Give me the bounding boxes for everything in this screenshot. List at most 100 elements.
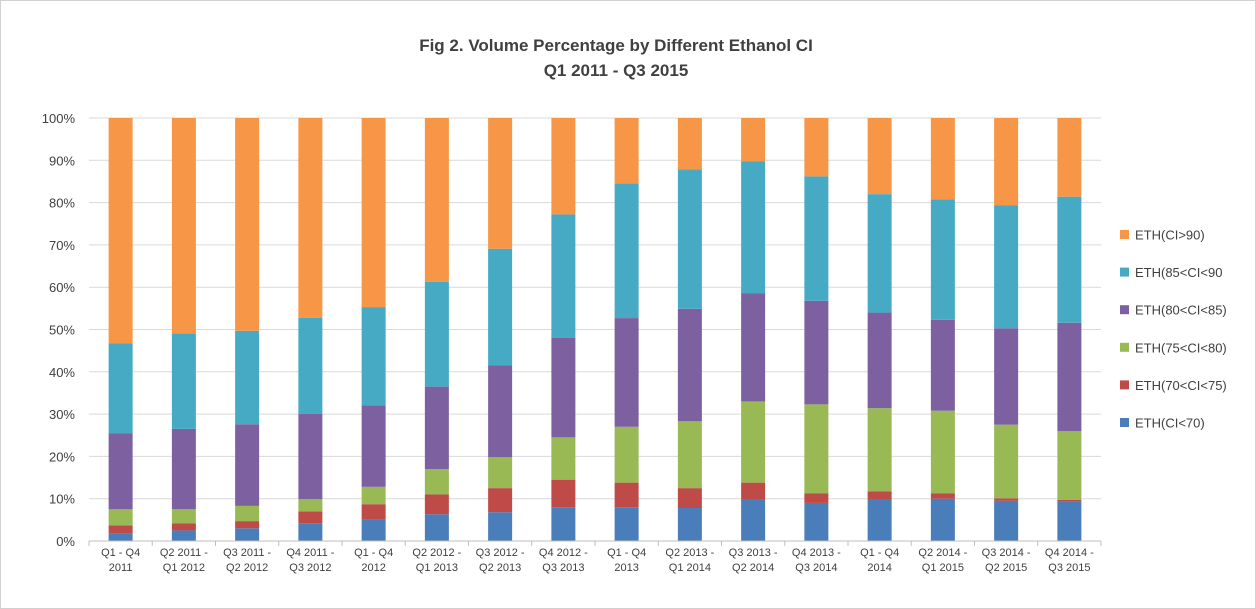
bar-segment bbox=[614, 318, 639, 427]
bar-segment bbox=[551, 479, 576, 508]
bar-segment bbox=[235, 424, 260, 506]
legend: ETH(CI>90) ETH(85<CI<90 ETH(80<CI<85) ETH(7… bbox=[1120, 228, 1227, 431]
bar-segment bbox=[677, 308, 702, 422]
bar-segment bbox=[1057, 196, 1082, 323]
x-tick-label: Q3 2012 - bbox=[476, 547, 525, 559]
x-tick-label: Q3 2013 bbox=[542, 562, 584, 574]
bar-segment bbox=[804, 118, 829, 177]
bar-segment bbox=[677, 488, 702, 509]
bar-segment bbox=[235, 521, 260, 529]
bar-segment bbox=[867, 499, 892, 541]
x-tick-label: Q4 2011 - bbox=[286, 547, 334, 559]
bar-segment bbox=[677, 118, 702, 170]
bar-segment bbox=[361, 307, 386, 406]
x-tick-label: 2011 bbox=[109, 562, 133, 574]
bar-segment bbox=[298, 118, 323, 318]
bar-segment bbox=[298, 511, 323, 524]
legend-swatch bbox=[1120, 418, 1129, 427]
x-axis-tick-labels: Q1 - Q4 2011 Q2 2011 - Q1 2012 Q3 2011 - Q2 2… bbox=[88, 541, 1102, 574]
bar-segment bbox=[551, 214, 576, 338]
bar-segment bbox=[994, 498, 1019, 501]
x-tick-label: Q1 2015 bbox=[922, 562, 964, 574]
y-tick-label: 30% bbox=[49, 407, 75, 422]
bar-segment bbox=[171, 530, 196, 541]
bar-segment bbox=[298, 523, 323, 541]
legend-swatch bbox=[1120, 230, 1129, 239]
legend-label: ETH(CI<70) bbox=[1135, 416, 1205, 431]
y-tick-label: 20% bbox=[49, 449, 75, 464]
bar-segment bbox=[488, 118, 513, 249]
y-tick-label: 10% bbox=[49, 492, 75, 507]
bar-segment bbox=[741, 293, 766, 402]
legend-swatch bbox=[1120, 342, 1129, 352]
bar-segment bbox=[677, 421, 702, 489]
x-tick-label: 2013 bbox=[614, 562, 638, 574]
bar-segment bbox=[298, 413, 323, 500]
bar-segment bbox=[677, 508, 702, 541]
y-tick-label: 60% bbox=[49, 280, 75, 295]
bar-segment bbox=[741, 482, 766, 500]
x-tick-label: Q1 2012 bbox=[163, 562, 205, 574]
bar-segment bbox=[1057, 118, 1082, 197]
bar-segment bbox=[930, 118, 955, 200]
bar-segment bbox=[930, 199, 955, 320]
x-tick-label: Q1 - Q4 bbox=[860, 547, 899, 559]
bar-segment bbox=[867, 491, 892, 500]
x-tick-label: Q2 2012 - bbox=[412, 547, 461, 559]
bar-segment bbox=[804, 404, 829, 494]
bar-segment bbox=[994, 118, 1019, 206]
bar-segment bbox=[614, 426, 639, 483]
bar-segment bbox=[804, 502, 829, 541]
x-tick-label: Q2 2013 bbox=[479, 562, 521, 574]
bar-segment bbox=[804, 493, 829, 503]
bar-segment bbox=[298, 499, 323, 512]
bar-segment bbox=[804, 300, 829, 405]
legend-swatch bbox=[1120, 305, 1129, 315]
bar-segment bbox=[677, 169, 702, 309]
legend-label: ETH(CI>90) bbox=[1135, 228, 1205, 243]
bars bbox=[108, 118, 1082, 541]
x-tick-label: Q3 2015 bbox=[1048, 562, 1090, 574]
bar-segment bbox=[867, 312, 892, 409]
bar-segment bbox=[551, 337, 576, 438]
bar-segment bbox=[741, 118, 766, 162]
bar-segment bbox=[867, 194, 892, 313]
bar-segment bbox=[551, 437, 576, 480]
bar-segment bbox=[1057, 322, 1082, 432]
bar-segment bbox=[424, 118, 449, 282]
bar-segment bbox=[235, 330, 260, 425]
x-tick-label: Q2 2015 bbox=[985, 562, 1027, 574]
bar-segment bbox=[994, 205, 1019, 329]
x-tick-label: Q2 2014 - bbox=[918, 547, 967, 559]
legend-label: ETH(85<CI<90 bbox=[1135, 265, 1222, 280]
bar-segment bbox=[488, 512, 513, 541]
bar-segment bbox=[614, 482, 639, 508]
legend-swatch bbox=[1120, 380, 1129, 390]
bar-segment bbox=[488, 457, 513, 489]
bar-segment bbox=[551, 118, 576, 215]
bar-segment bbox=[488, 488, 513, 513]
x-tick-label: Q4 2014 - bbox=[1045, 547, 1094, 559]
y-tick-label: 0% bbox=[56, 534, 75, 549]
x-tick-label: Q1 - Q4 bbox=[607, 547, 646, 559]
x-tick-label: 2014 bbox=[867, 562, 891, 574]
x-tick-label: Q1 - Q4 bbox=[354, 547, 393, 559]
bar-segment bbox=[930, 319, 955, 411]
bar-segment bbox=[171, 428, 196, 510]
y-tick-label: 70% bbox=[49, 238, 75, 253]
y-tick-label: 80% bbox=[49, 196, 75, 211]
bar-segment bbox=[1057, 501, 1082, 541]
bar-segment bbox=[424, 469, 449, 495]
bar-segment bbox=[930, 498, 955, 541]
bar-segment bbox=[361, 504, 386, 520]
x-tick-label: Q2 2014 bbox=[732, 562, 774, 574]
bar-segment bbox=[108, 343, 133, 434]
bar-segment bbox=[424, 514, 449, 541]
bar-segment bbox=[1057, 431, 1082, 500]
x-tick-label: Q1 2014 bbox=[669, 562, 711, 574]
bar-segment bbox=[108, 525, 133, 534]
legend-swatch bbox=[1120, 267, 1129, 277]
x-tick-label: 2012 bbox=[361, 562, 385, 574]
legend-label: ETH(70<CI<75) bbox=[1135, 378, 1227, 393]
bar-segment bbox=[1057, 499, 1082, 502]
